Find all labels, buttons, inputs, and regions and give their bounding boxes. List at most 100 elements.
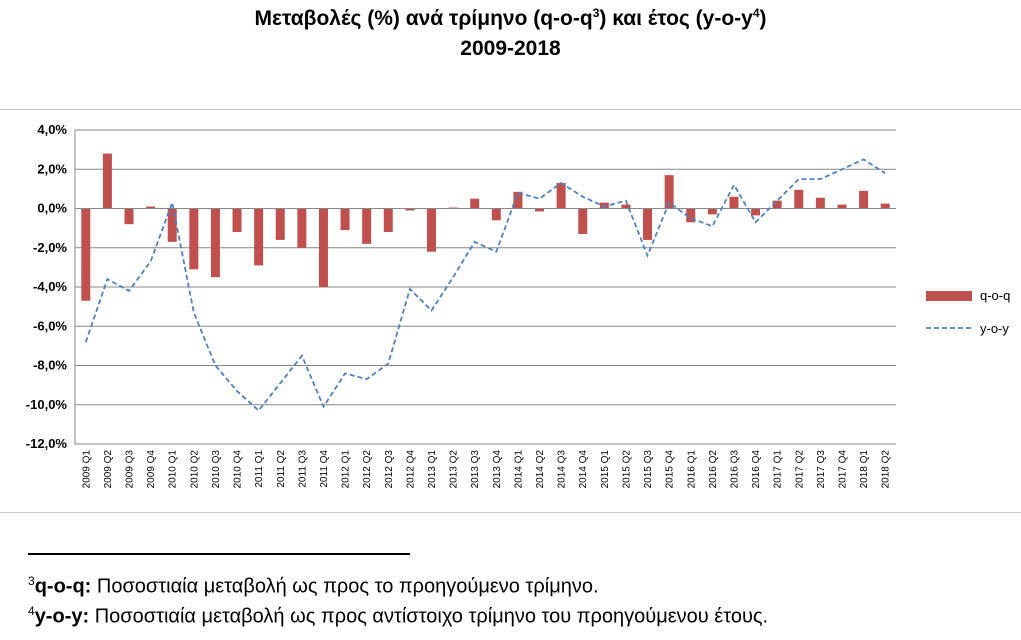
- x-tick-label: 2011 Q1: [254, 450, 265, 488]
- x-tick-label: 2012 Q2: [362, 450, 373, 489]
- bar-q-o-q: [362, 208, 372, 244]
- chart-border-bottom: [0, 512, 1021, 513]
- x-tick-label: 2016 Q3: [729, 450, 740, 489]
- bar-q-o-q: [146, 206, 156, 209]
- y-tick-label: -6,0%: [33, 318, 67, 333]
- bar-q-o-q: [664, 175, 674, 209]
- x-tick-label: 2011 Q2: [276, 450, 287, 488]
- bar-q-o-q: [254, 208, 264, 266]
- x-tick-label: 2011 Q3: [297, 450, 308, 488]
- bar-q-o-q: [426, 208, 436, 252]
- x-tick-label: 2010 Q3: [211, 450, 222, 489]
- x-tick-label: 2016 Q2: [708, 450, 719, 489]
- x-tick-label: 2017 Q4: [837, 450, 848, 489]
- bar-q-o-q: [794, 189, 804, 209]
- y-tick-label: -8,0%: [33, 358, 67, 373]
- x-tick-label: 2011 Q4: [319, 450, 330, 488]
- bar-q-o-q: [729, 196, 739, 209]
- bar-q-o-q: [621, 204, 631, 209]
- bar-q-o-q: [491, 208, 501, 221]
- bar-q-o-q: [318, 208, 328, 287]
- x-tick-label: 2013 Q1: [427, 450, 438, 489]
- bar-q-o-q: [880, 203, 890, 209]
- x-tick-label: 2014 Q2: [535, 450, 546, 489]
- x-tick-label: 2009 Q4: [146, 450, 157, 489]
- bar-q-o-q: [81, 208, 91, 301]
- footnote-4: 4y-o-y: Ποσοστιαία μεταβολή ως προς αντί…: [28, 604, 768, 629]
- x-tick-label: 2018 Q1: [859, 450, 870, 489]
- x-tick-label: 2012 Q3: [384, 450, 395, 489]
- bar-q-o-q: [837, 204, 847, 209]
- x-tick-label: 2013 Q2: [449, 450, 460, 489]
- footnote-3-mark: 3: [28, 574, 35, 588]
- bar-q-o-q: [556, 182, 566, 209]
- bar-q-o-q: [751, 208, 761, 216]
- y-tick-label: 4,0%: [37, 122, 67, 137]
- chart-title-mid: ) και έτος (y-o-y: [599, 7, 753, 30]
- bar-q-o-q: [535, 208, 545, 212]
- chart-subtitle: 2009-2018: [460, 37, 561, 60]
- bar-q-o-q: [707, 208, 717, 215]
- x-tick-label: 2015 Q3: [643, 450, 654, 489]
- chart: 4,0% 2,0% 0,0% -2,0% -4,0% -6,0% -8,0% -10,0% -1…: [26, 122, 1011, 489]
- x-tick-label: 2009 Q3: [125, 450, 136, 489]
- x-tick-label: 2017 Q2: [794, 450, 805, 489]
- footnote-4-term: y-o-y:: [34, 605, 90, 628]
- bar-q-o-q: [210, 208, 220, 278]
- bar-q-o-q: [578, 208, 588, 235]
- x-tick-label: 2014 Q4: [578, 450, 589, 489]
- bar-q-o-q: [340, 208, 350, 231]
- legend-label-y-o-y: y-o-y: [980, 321, 1009, 336]
- x-tick-label: 2016 Q4: [751, 450, 762, 489]
- y-tick-label: -4,0%: [33, 279, 67, 294]
- x-tick-label: 2010 Q1: [168, 450, 179, 489]
- x-tick-label: 2013 Q4: [492, 450, 503, 489]
- footnote-ref-3: 3: [592, 6, 600, 20]
- chart-title: Μεταβολές (%) ανά τρίμηνο (q-o-q3) και έ…: [0, 6, 1021, 31]
- x-tick-label: 2014 Q1: [513, 450, 524, 489]
- footnote-4-mark: 4: [28, 604, 35, 618]
- x-tick-label: 2018 Q2: [881, 450, 892, 489]
- bar-q-o-q: [405, 208, 415, 211]
- bar-q-o-q: [513, 191, 523, 209]
- y-tick-label: 2,0%: [37, 161, 67, 176]
- chart-border-top: [0, 109, 1021, 110]
- bar-q-o-q: [643, 208, 653, 240]
- legend-swatch-q-o-q: [926, 291, 972, 301]
- x-tick-label: 2010 Q4: [233, 450, 244, 489]
- x-tick-label: 2014 Q3: [557, 450, 568, 489]
- x-tick-label: 2013 Q3: [470, 450, 481, 489]
- bar-q-o-q: [275, 208, 285, 240]
- x-tick-label: 2009 Q1: [81, 450, 92, 489]
- chart-title-end: ): [759, 7, 767, 30]
- footnote-rule: [28, 553, 410, 555]
- x-tick-label: 2016 Q1: [686, 450, 697, 489]
- y-tick-label: -12,0%: [26, 436, 68, 451]
- footnote-4-text: Ποσοστιαία μεταβολή ως προς αντίστοιχο τ…: [89, 605, 769, 628]
- x-tick-label: 2012 Q1: [341, 450, 352, 489]
- y-tick-label: -10,0%: [26, 397, 68, 412]
- bar-q-o-q: [167, 208, 177, 242]
- bar-q-o-q: [815, 197, 825, 209]
- footnote-3: 3q-o-q: Ποσοστιαία μεταβολή ως προς το π…: [28, 574, 599, 599]
- legend-label-q-o-q: q-o-q: [980, 288, 1010, 303]
- chart-title-main: Μεταβολές (%) ανά τρίμηνο (q-o-q: [254, 7, 593, 30]
- bar-q-o-q: [859, 190, 869, 209]
- x-tick-label: 2010 Q2: [189, 450, 200, 489]
- bar-q-o-q: [470, 198, 480, 209]
- x-tick-label: 2015 Q1: [600, 450, 611, 489]
- footnote-ref-4: 4: [752, 6, 760, 20]
- bar-q-o-q: [297, 208, 307, 248]
- bar-q-o-q: [383, 208, 393, 233]
- bar-q-o-q: [686, 208, 696, 223]
- bar-q-o-q: [102, 153, 112, 209]
- footnote-3-text: Ποσοστιαία μεταβολή ως προς το προηγούμε…: [91, 575, 599, 598]
- x-tick-label: 2017 Q3: [816, 450, 827, 489]
- bar-q-o-q: [124, 208, 134, 225]
- bar-q-o-q: [189, 208, 199, 270]
- x-tick-label: 2017 Q1: [773, 450, 784, 489]
- bar-q-o-q: [232, 208, 242, 233]
- x-tick-label: 2015 Q2: [621, 450, 632, 489]
- y-tick-label: 0,0%: [37, 201, 67, 216]
- x-tick-label: 2009 Q2: [103, 450, 114, 489]
